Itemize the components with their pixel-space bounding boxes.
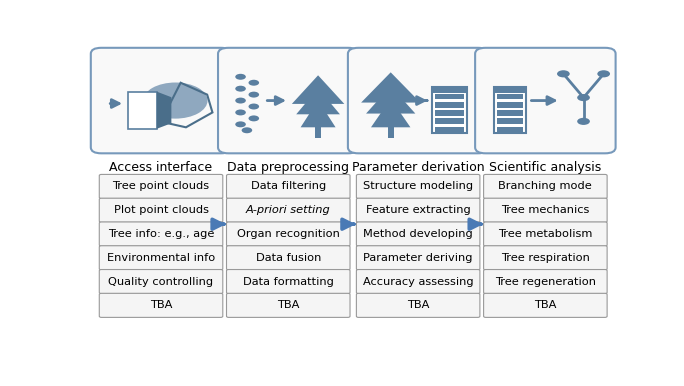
Text: Feature extracting: Feature extracting (366, 205, 471, 215)
FancyBboxPatch shape (218, 48, 358, 153)
Bar (315, 127, 321, 138)
Bar (432, 87, 467, 93)
Bar (497, 127, 523, 132)
Polygon shape (371, 99, 410, 127)
Text: Tree metabolism: Tree metabolism (498, 229, 592, 239)
FancyBboxPatch shape (99, 293, 223, 317)
Text: Scientific analysis: Scientific analysis (489, 161, 601, 174)
Bar (497, 102, 523, 108)
FancyBboxPatch shape (484, 293, 607, 317)
Text: Method developing: Method developing (363, 229, 473, 239)
Circle shape (235, 121, 246, 127)
Circle shape (557, 70, 570, 77)
Circle shape (235, 98, 246, 103)
Text: Data filtering: Data filtering (250, 181, 326, 191)
Text: Tree point clouds: Tree point clouds (112, 181, 209, 191)
FancyBboxPatch shape (226, 246, 350, 270)
Circle shape (235, 110, 246, 115)
Text: Branching mode: Branching mode (499, 181, 592, 191)
FancyBboxPatch shape (128, 91, 157, 129)
Text: Tree regeneration: Tree regeneration (495, 277, 596, 286)
FancyBboxPatch shape (99, 246, 223, 270)
FancyBboxPatch shape (356, 246, 480, 270)
Bar (388, 127, 394, 138)
Text: Data preprocessing: Data preprocessing (227, 161, 350, 174)
Circle shape (235, 86, 246, 91)
Polygon shape (292, 75, 344, 104)
Text: Structure modeling: Structure modeling (363, 181, 473, 191)
Text: Tree info: e.g., age: Tree info: e.g., age (108, 229, 214, 239)
FancyBboxPatch shape (99, 269, 223, 294)
Circle shape (248, 103, 259, 110)
FancyBboxPatch shape (356, 222, 480, 246)
Text: Accuracy assessing: Accuracy assessing (363, 277, 473, 286)
Bar (494, 87, 526, 93)
Polygon shape (361, 72, 420, 103)
FancyBboxPatch shape (484, 174, 607, 198)
Polygon shape (296, 88, 340, 114)
Text: Parameter deriving: Parameter deriving (363, 253, 473, 263)
Circle shape (577, 94, 590, 101)
FancyBboxPatch shape (356, 269, 480, 294)
Bar (497, 119, 523, 124)
FancyBboxPatch shape (91, 48, 231, 153)
Text: Plot point clouds: Plot point clouds (114, 205, 209, 215)
FancyBboxPatch shape (226, 222, 350, 246)
Text: Quality controlling: Quality controlling (109, 277, 213, 286)
Polygon shape (366, 86, 415, 113)
Circle shape (248, 80, 259, 86)
Bar (497, 94, 523, 100)
FancyBboxPatch shape (226, 269, 350, 294)
Text: Environmental info: Environmental info (107, 253, 215, 263)
Circle shape (597, 70, 610, 77)
FancyBboxPatch shape (484, 269, 607, 294)
FancyBboxPatch shape (226, 198, 350, 222)
FancyBboxPatch shape (475, 48, 616, 153)
Bar (435, 94, 464, 100)
FancyBboxPatch shape (99, 222, 223, 246)
Circle shape (143, 83, 207, 119)
Circle shape (248, 115, 259, 121)
FancyBboxPatch shape (494, 87, 526, 133)
Text: TBA: TBA (407, 300, 430, 310)
Bar (497, 110, 523, 116)
FancyBboxPatch shape (226, 174, 350, 198)
FancyBboxPatch shape (484, 198, 607, 222)
FancyBboxPatch shape (226, 293, 350, 317)
Circle shape (248, 91, 259, 98)
FancyBboxPatch shape (348, 48, 488, 153)
FancyBboxPatch shape (484, 246, 607, 270)
Text: TBA: TBA (534, 300, 557, 310)
FancyBboxPatch shape (99, 174, 223, 198)
Polygon shape (157, 91, 172, 129)
Text: Data formatting: Data formatting (243, 277, 334, 286)
Text: Access interface: Access interface (109, 161, 213, 174)
Circle shape (577, 118, 590, 125)
Text: A-priori setting: A-priori setting (246, 205, 330, 215)
Polygon shape (300, 100, 336, 127)
FancyBboxPatch shape (356, 174, 480, 198)
Text: Organ recognition: Organ recognition (237, 229, 340, 239)
Circle shape (235, 74, 246, 80)
Text: Data fusion: Data fusion (256, 253, 321, 263)
FancyBboxPatch shape (99, 198, 223, 222)
Bar (435, 102, 464, 108)
FancyBboxPatch shape (432, 87, 467, 133)
FancyBboxPatch shape (356, 198, 480, 222)
FancyBboxPatch shape (484, 222, 607, 246)
Text: Tree respiration: Tree respiration (501, 253, 590, 263)
FancyBboxPatch shape (356, 293, 480, 317)
Bar (435, 127, 464, 132)
Bar (435, 119, 464, 124)
Text: Parameter derivation: Parameter derivation (352, 161, 484, 174)
Text: Tree mechanics: Tree mechanics (501, 205, 590, 215)
Text: TBA: TBA (277, 300, 300, 310)
Bar (435, 110, 464, 116)
Text: TBA: TBA (150, 300, 172, 310)
Circle shape (241, 127, 252, 133)
